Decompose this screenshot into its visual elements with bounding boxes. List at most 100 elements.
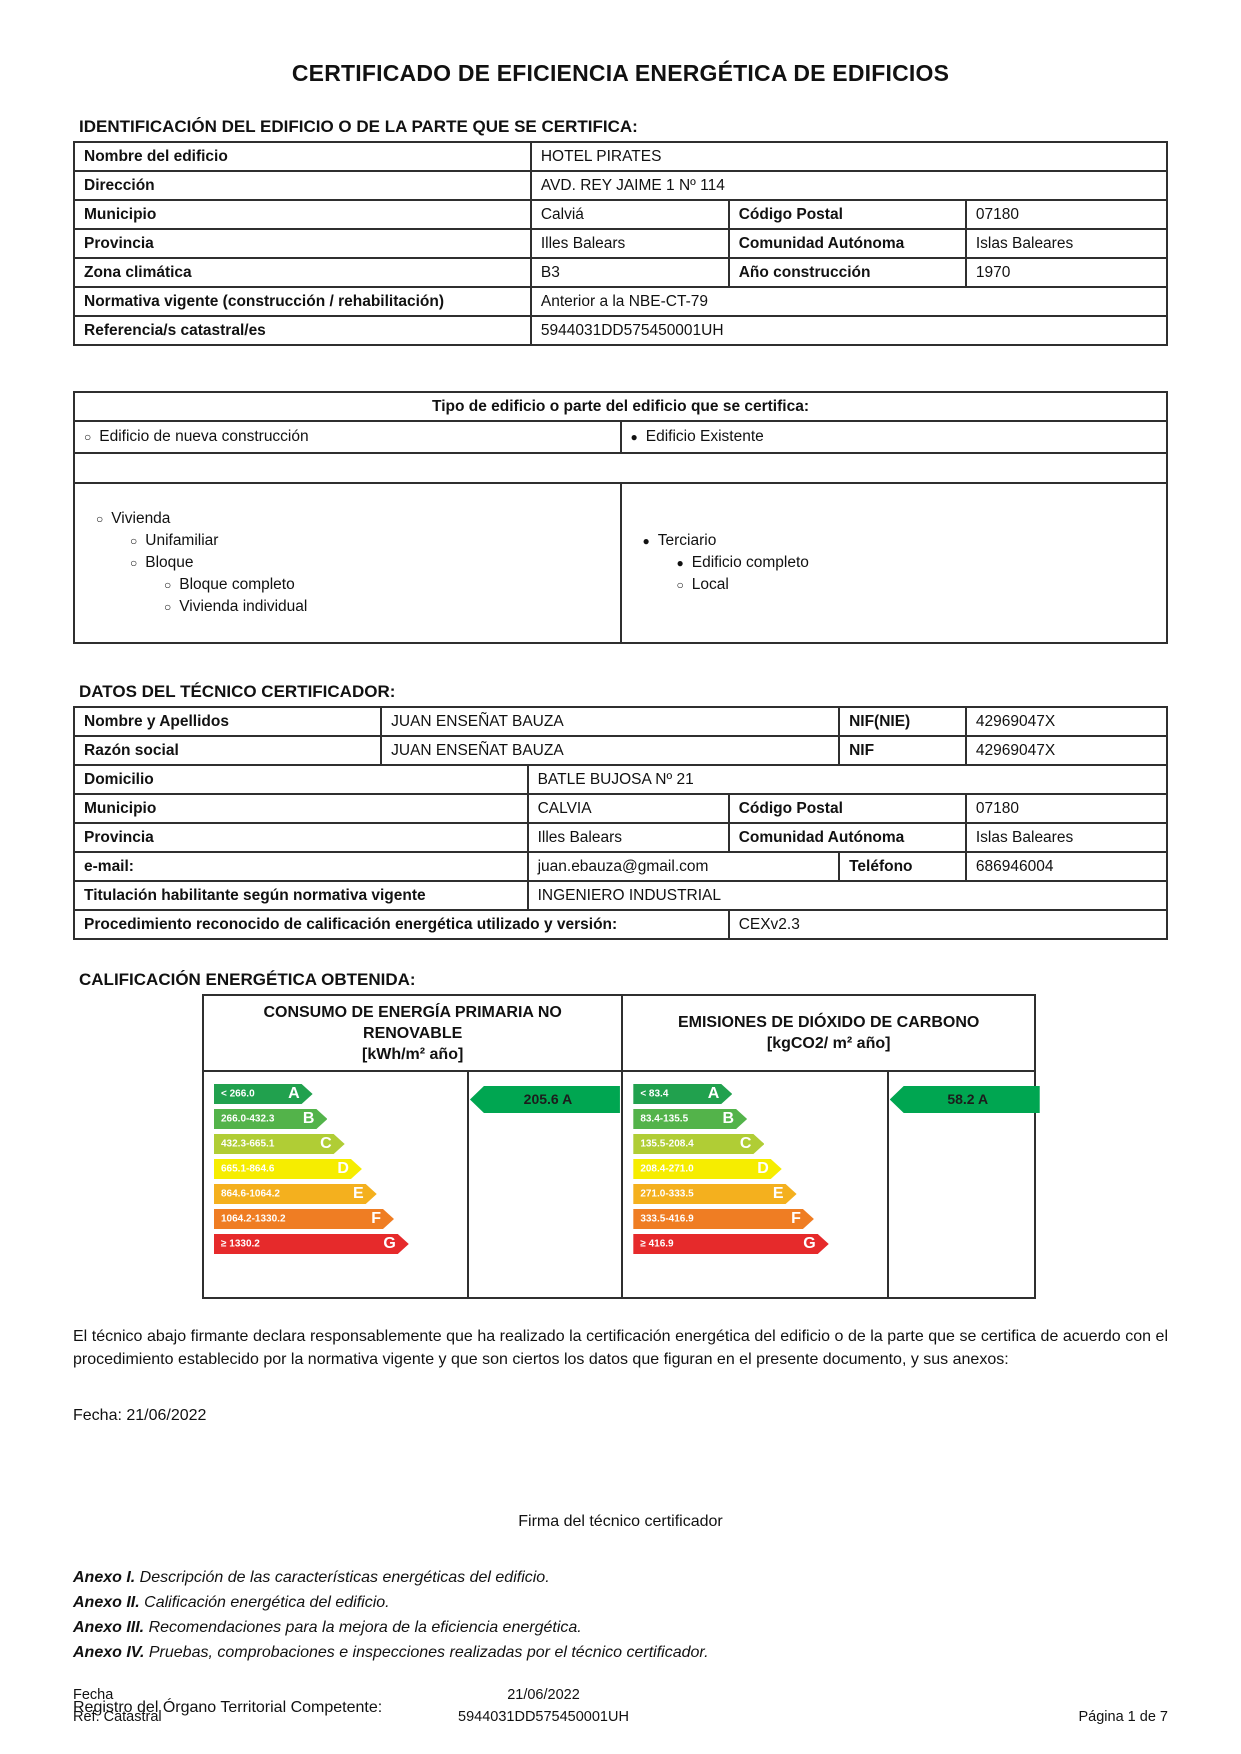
option-label: Edificio completo xyxy=(691,554,809,571)
footer-date-value: 21/06/2022 xyxy=(507,1687,580,1703)
energy-scale-bar-f: 333.5-416.9 F xyxy=(633,1209,814,1229)
scale-letter: F xyxy=(371,1210,381,1227)
scale-letter: A xyxy=(288,1085,300,1102)
table-row: Normativa vigente (construcción / rehabi… xyxy=(73,286,1169,317)
co2-rating-cell: 58.2 A xyxy=(886,1070,1040,1299)
cadastral-ref-label: Referencia/s catastral/es xyxy=(73,315,532,346)
identification-table: Nombre del edificio HOTEL PIRATES Direcc… xyxy=(73,141,1169,346)
radio-selected-icon: ● xyxy=(642,534,650,548)
footer-date-row: Fecha 21/06/2022 xyxy=(73,1684,1168,1706)
technician-table: Nombre y Apellidos JUAN ENSEÑAT BAUZA NI… xyxy=(72,706,1169,940)
option-bloque-completo: ○ Bloque completo xyxy=(164,574,611,596)
page-footer: Fecha 21/06/2022 Ref. Catastral 5944031D… xyxy=(73,1684,1168,1728)
tech-province-label: Provincia xyxy=(73,822,529,853)
regulation-label: Normativa vigente (construcción / rehabi… xyxy=(73,286,532,317)
phone-label: Teléfono xyxy=(838,851,967,882)
energy-scale-bar-d: 665.1-864.6 D xyxy=(214,1159,362,1179)
table-row: Nombre y Apellidos JUAN ENSEÑAT BAUZA NI… xyxy=(72,706,1169,737)
scale-range: ≥ 416.9 xyxy=(640,1238,674,1250)
co2-emissions-header: EMISIONES DE DIÓXIDO DE CARBONO [kgCO2/ … xyxy=(621,994,1036,1072)
scale-letter: G xyxy=(383,1235,396,1252)
province-label: Provincia xyxy=(73,228,532,259)
rating-arrow-icon: 58.2 A xyxy=(889,1086,1040,1113)
table-row: e-mail: juan.ebauza@gmail.com Teléfono 6… xyxy=(73,851,1169,882)
email-label: e-mail: xyxy=(73,851,529,882)
energy-scale-bar-d: 208.4-271.0 D xyxy=(633,1159,781,1179)
table-row: ○ Vivienda ○ Unifamiliar ○ Bloque ○ Bloque c… xyxy=(73,482,1168,644)
scale-letter: E xyxy=(772,1185,784,1202)
radio-unselected-icon: ○ xyxy=(130,556,138,570)
scale-letter: B xyxy=(722,1110,735,1127)
table-row: Procedimiento reconocido de calificación… xyxy=(73,909,1169,940)
energy-rating-table: CONSUMO DE ENERGÍA PRIMARIA NO RENOVABLE… xyxy=(201,994,1040,1299)
tech-community-label: Comunidad Autónoma xyxy=(727,822,967,853)
table-row: CONSUMO DE ENERGÍA PRIMARIA NO RENOVABLE… xyxy=(201,994,1036,1072)
energy-scale-bar-f: 1064.2-1330.2 F xyxy=(214,1209,394,1229)
annex-text: Descripción de las características energ… xyxy=(135,1569,550,1586)
phone-value: 686946004 xyxy=(964,851,1169,882)
table-row: Razón social JUAN ENSEÑAT BAUZA NIF 4296… xyxy=(72,735,1169,766)
energy-scale-bar-b: 83.4-135.5 B xyxy=(633,1109,747,1129)
page-number: Página 1 de 7 xyxy=(1078,1709,1169,1725)
tech-municipality-label: Municipio xyxy=(73,793,529,824)
building-name-value: HOTEL PIRATES xyxy=(529,141,1169,172)
option-label: Edificio de nueva construcción xyxy=(99,428,309,445)
tech-postal-code-label: Código Postal xyxy=(727,793,967,824)
radio-unselected-icon: ○ xyxy=(676,578,684,592)
address-value: AVD. REY JAIME 1 Nº 114 xyxy=(529,170,1169,201)
table-row: Provincia Illes Balears Comunidad Autóno… xyxy=(73,822,1169,853)
signature-caption: Firma del técnico certificador xyxy=(518,1513,723,1530)
radio-unselected-icon: ○ xyxy=(130,534,138,548)
option-label: Unifamiliar xyxy=(145,532,219,549)
radio-unselected-icon: ○ xyxy=(164,600,172,614)
spacer xyxy=(73,940,1168,970)
scale-range: 83.4-135.5 xyxy=(640,1113,689,1125)
option-unifamiliar: ○ Unifamiliar xyxy=(130,530,611,552)
primary-energy-units: [kWh/m² año] xyxy=(361,1045,464,1063)
energy-scale-bar-a: < 83.4 A xyxy=(633,1084,732,1104)
nif-label: NIF xyxy=(838,735,967,766)
option-label: Local xyxy=(691,576,729,593)
option-vivienda-individual: ○ Vivienda individual xyxy=(164,596,611,618)
address-label: Dirección xyxy=(73,170,532,201)
table-row: Tipo de edificio o parte del edificio qu… xyxy=(73,391,1168,422)
annex-text: Calificación energética del edificio. xyxy=(139,1594,390,1611)
cadastral-ref-value: 5944031DD575450001UH xyxy=(529,315,1169,346)
building-type-heading: Tipo de edificio o parte del edificio qu… xyxy=(73,391,1168,422)
energy-scale-bar-c: 432.3-665.1 C xyxy=(214,1134,345,1154)
annex-list: Anexo I. Descripción de las característi… xyxy=(73,1565,1168,1665)
footer-cadastral-value: 5944031DD575450001UH xyxy=(458,1709,629,1725)
procedure-label: Procedimiento reconocido de calificación… xyxy=(73,909,730,940)
scale-letter: C xyxy=(320,1135,332,1152)
co2-emissions-title: EMISIONES DE DIÓXIDO DE CARBONO xyxy=(677,1014,980,1031)
qualification-label: Titulación habilitante según normativa v… xyxy=(73,880,529,911)
building-name-label: Nombre del edificio xyxy=(73,141,532,172)
co2-emissions-units: [kgCO2/ m² año] xyxy=(766,1035,891,1052)
tech-postal-code-value: 07180 xyxy=(964,793,1169,824)
scale-letter: A xyxy=(707,1085,720,1102)
table-row: Dirección AVD. REY JAIME 1 Nº 114 xyxy=(73,170,1169,201)
scale-range: < 83.4 xyxy=(640,1088,669,1100)
building-type-table: Tipo de edificio o parte del edificio qu… xyxy=(73,391,1168,644)
postal-code-label: Código Postal xyxy=(727,199,967,230)
table-row: Provincia Illes Balears Comunidad Autóno… xyxy=(73,228,1169,259)
scale-range: 208.4-271.0 xyxy=(640,1163,694,1175)
procedure-value: CEXv2.3 xyxy=(727,909,1169,940)
municipality-label: Municipio xyxy=(73,199,532,230)
energy-scale-bar-a: < 266.0 A xyxy=(214,1084,313,1104)
email-value: juan.ebauza@gmail.com xyxy=(526,851,841,882)
table-row: < 266.0 A 266.0-432.3 B 432.3-665.1 C 665.1… xyxy=(202,1070,1040,1299)
autonomous-community-label: Comunidad Autónoma xyxy=(727,228,967,259)
construction-year-value: 1970 xyxy=(964,257,1169,288)
annex-item: Anexo II. Calificación energética del ed… xyxy=(73,1590,1168,1615)
scale-range: 432.3-665.1 xyxy=(221,1138,275,1150)
primary-energy-title: CONSUMO DE ENERGÍA PRIMARIA NO RENOVABLE xyxy=(263,1003,562,1042)
radio-unselected-icon: ○ xyxy=(84,430,92,444)
energy-scale-bar-e: 271.0-333.5 E xyxy=(633,1184,796,1204)
energy-rating-heading: CALIFICACIÓN ENERGÉTICA OBTENIDA: xyxy=(79,970,416,989)
tech-community-value: Islas Baleares xyxy=(964,822,1169,853)
nif-value: 42969047X xyxy=(964,735,1169,766)
radio-unselected-icon: ○ xyxy=(164,578,172,592)
table-row: Titulación habilitante según normativa v… xyxy=(73,880,1169,911)
